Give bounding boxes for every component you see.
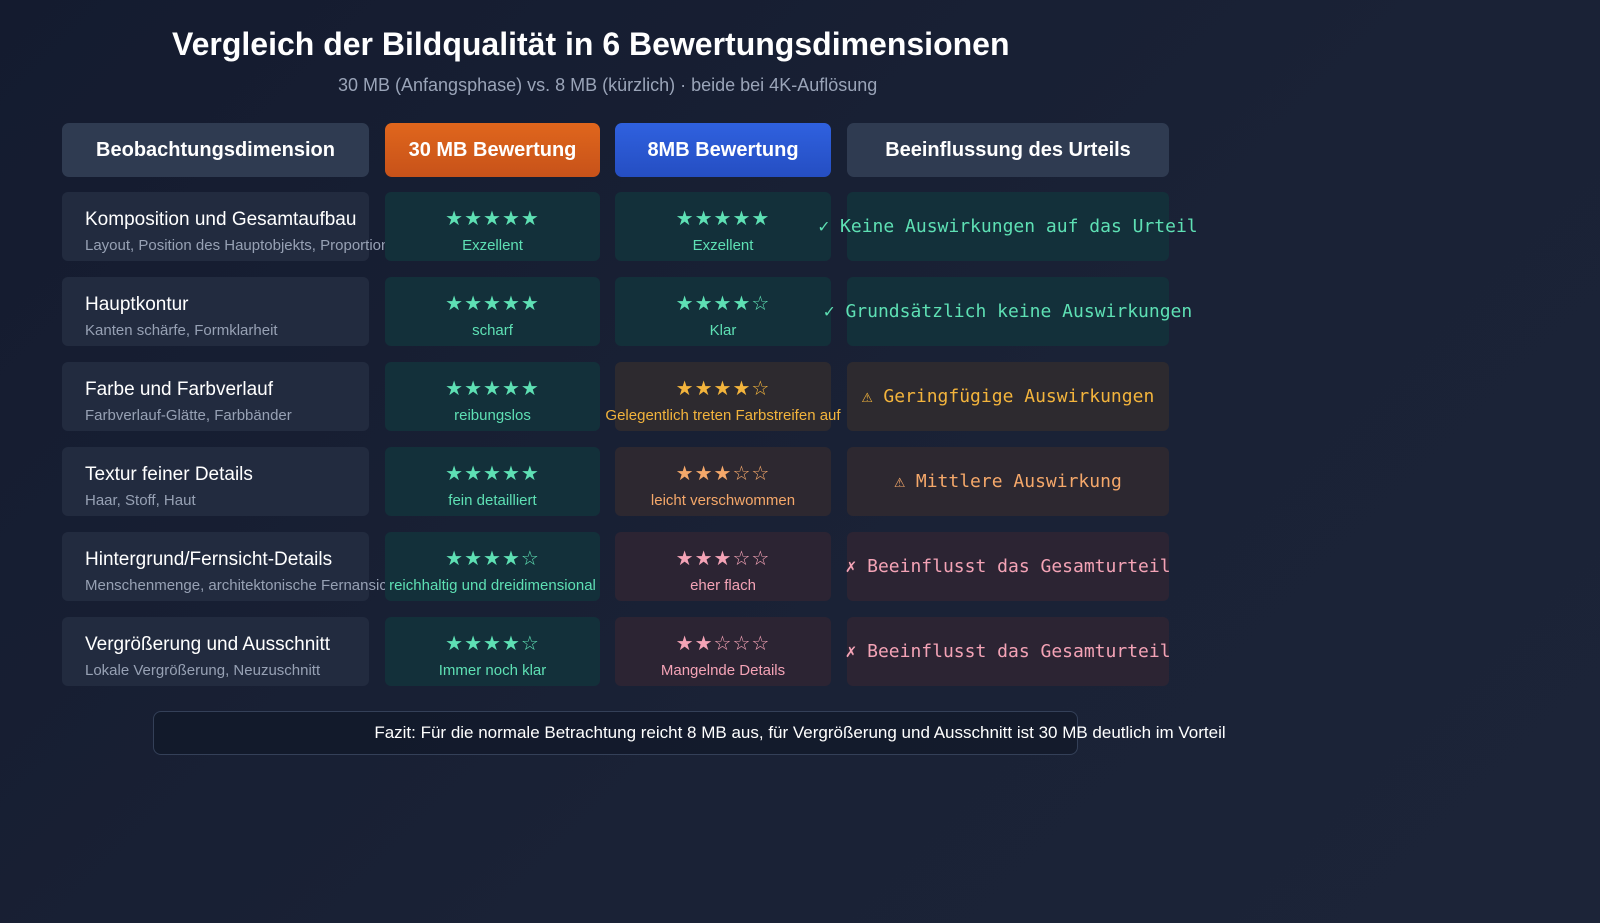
- row-1-name: Komposition und Gesamtaufbau: [85, 209, 357, 230]
- row-6-label-30mb: Immer noch klar: [438, 662, 547, 679]
- row-4-desc: Haar, Stoff, Haut: [85, 492, 196, 509]
- row-2-label-8mb: Klar: [709, 322, 737, 339]
- row-5-dimension: Hintergrund/Fernsicht-Details Menschenme…: [62, 532, 399, 601]
- row-3-desc: Farbverlauf-Glätte, Farbbänder: [85, 407, 292, 424]
- row-6-dimension: Vergrößerung und Ausschnitt Lokale Vergr…: [62, 617, 369, 686]
- row-2-label-30mb: scharf: [472, 322, 513, 339]
- row-4-rating-8mb: ★★★☆☆ leicht verschwommen: [615, 447, 831, 516]
- row-4-stars-30mb: ★★★★★: [445, 463, 540, 485]
- row-5-effect: ✗ Beeinflusst das Gesamturteil: [845, 532, 1171, 601]
- row-3-label-30mb: reibungslos: [454, 407, 531, 424]
- header-30mb: 30 MB Bewertung: [385, 123, 600, 177]
- row-6-stars-8mb: ★★☆☆☆: [675, 633, 771, 655]
- row-6-rating-8mb: ★★☆☆☆ Mangelnde Details: [615, 617, 831, 686]
- header-dimension-label: Beobachtungsdimension: [96, 138, 335, 161]
- row-2-rating-30mb: ★★★★★ scharf: [385, 277, 600, 346]
- row-6-rating-30mb: ★★★★☆ Immer noch klar: [385, 617, 600, 686]
- row-6-stars-30mb: ★★★★☆: [445, 633, 540, 655]
- row-3-rating-30mb: ★★★★★ reibungslos: [385, 362, 600, 431]
- row-1-effect-text: ✓ Keine Auswirkungen auf das Urteil: [818, 216, 1198, 237]
- row-2-dimension: Hauptkontur Kanten schärfe, Formklarheit: [62, 277, 369, 346]
- conclusion-text: Fazit: Für die normale Betrachtung reich…: [374, 723, 1226, 742]
- row-3-effect-text: ⚠ Geringfügige Auswirkungen: [861, 386, 1155, 407]
- row-4-label-30mb: fein detailliert: [448, 492, 537, 509]
- row-3-stars-8mb: ★★★★☆: [675, 378, 771, 400]
- row-3-dimension: Farbe und Farbverlauf Farbverlauf-Glätte…: [62, 362, 369, 431]
- row-5-effect-text: ✗ Beeinflusst das Gesamturteil: [845, 556, 1171, 577]
- header-effect-label: Beeinflussung des Urteils: [885, 138, 1131, 161]
- row-6-effect: ✗ Beeinflusst das Gesamturteil: [845, 617, 1171, 686]
- row-3-name: Farbe und Farbverlauf: [85, 379, 273, 400]
- row-2-stars-30mb: ★★★★★: [445, 293, 540, 315]
- row-6-label-8mb: Mangelnde Details: [660, 662, 786, 679]
- row-2-stars-8mb: ★★★★☆: [675, 293, 771, 315]
- row-1-effect: ✓ Keine Auswirkungen auf das Urteil: [818, 192, 1198, 261]
- row-3-effect: ⚠ Geringfügige Auswirkungen: [847, 362, 1169, 431]
- row-1-label-8mb: Exzellent: [692, 237, 754, 254]
- row-6-desc: Lokale Vergrößerung, Neuzuschnitt: [85, 662, 321, 679]
- row-5-rating-8mb: ★★★☆☆ eher flach: [615, 532, 831, 601]
- row-3-label-8mb: Gelegentlich treten Farbstreifen auf: [605, 407, 841, 424]
- row-5-stars-30mb: ★★★★☆: [445, 548, 540, 570]
- row-4-dimension: Textur feiner Details Haar, Stoff, Haut: [62, 447, 369, 516]
- row-6-effect-text: ✗ Beeinflusst das Gesamturteil: [845, 641, 1171, 662]
- header-8mb: 8MB Bewertung: [615, 123, 831, 177]
- conclusion-box: [153, 711, 1078, 755]
- row-2-rating-8mb: ★★★★☆ Klar: [615, 277, 831, 346]
- row-1-stars-8mb: ★★★★★: [675, 208, 771, 230]
- header-effect: Beeinflussung des Urteils: [847, 123, 1169, 177]
- page-title: Vergleich der Bildqualität in 6 Bewertun…: [172, 26, 1010, 62]
- row-3-rating-8mb: ★★★★☆ Gelegentlich treten Farbstreifen a…: [605, 362, 841, 431]
- row-6-name: Vergrößerung und Ausschnitt: [85, 634, 331, 655]
- row-1-rating-8mb: ★★★★★ Exzellent: [615, 192, 831, 261]
- row-1-label-30mb: Exzellent: [462, 237, 523, 254]
- row-5-desc: Menschenmenge, architektonische Fernansi…: [85, 577, 400, 594]
- row-5-name: Hintergrund/Fernsicht-Details: [85, 549, 333, 570]
- row-2-effect: ✓ Grundsätzlich keine Auswirkungen: [824, 277, 1192, 346]
- row-3-stars-30mb: ★★★★★: [445, 378, 540, 400]
- row-1-stars-30mb: ★★★★★: [445, 208, 540, 230]
- row-4-effect: ⚠ Mittlere Auswirkung: [847, 447, 1169, 516]
- header-8mb-label: 8MB Bewertung: [647, 138, 799, 161]
- row-2-name: Hauptkontur: [85, 294, 189, 315]
- header-30mb-label: 30 MB Bewertung: [408, 138, 577, 161]
- row-5-label-8mb: eher flach: [690, 577, 756, 594]
- header-dimension: Beobachtungsdimension: [62, 123, 369, 177]
- row-4-rating-30mb: ★★★★★ fein detailliert: [385, 447, 600, 516]
- row-1-dimension: Komposition und Gesamtaufbau Layout, Pos…: [62, 192, 389, 261]
- row-5-label-30mb: reichhaltig und dreidimensional: [389, 577, 596, 594]
- row-4-name: Textur feiner Details: [85, 464, 253, 485]
- row-2-desc: Kanten schärfe, Formklarheit: [85, 322, 278, 339]
- row-4-label-8mb: leicht verschwommen: [650, 492, 796, 509]
- row-1-rating-30mb: ★★★★★ Exzellent: [385, 192, 600, 261]
- row-4-effect-text: ⚠ Mittlere Auswirkung: [894, 471, 1122, 492]
- row-5-stars-8mb: ★★★☆☆: [675, 548, 771, 570]
- page-subtitle: 30 MB (Anfangsphase) vs. 8 MB (kürzlich)…: [338, 75, 878, 95]
- row-4-stars-8mb: ★★★☆☆: [675, 463, 771, 485]
- row-5-rating-30mb: ★★★★☆ reichhaltig und dreidimensional: [385, 532, 600, 601]
- row-1-desc: Layout, Position des Hauptobjekts, Propo…: [85, 237, 390, 254]
- row-2-effect-text: ✓ Grundsätzlich keine Auswirkungen: [823, 301, 1193, 322]
